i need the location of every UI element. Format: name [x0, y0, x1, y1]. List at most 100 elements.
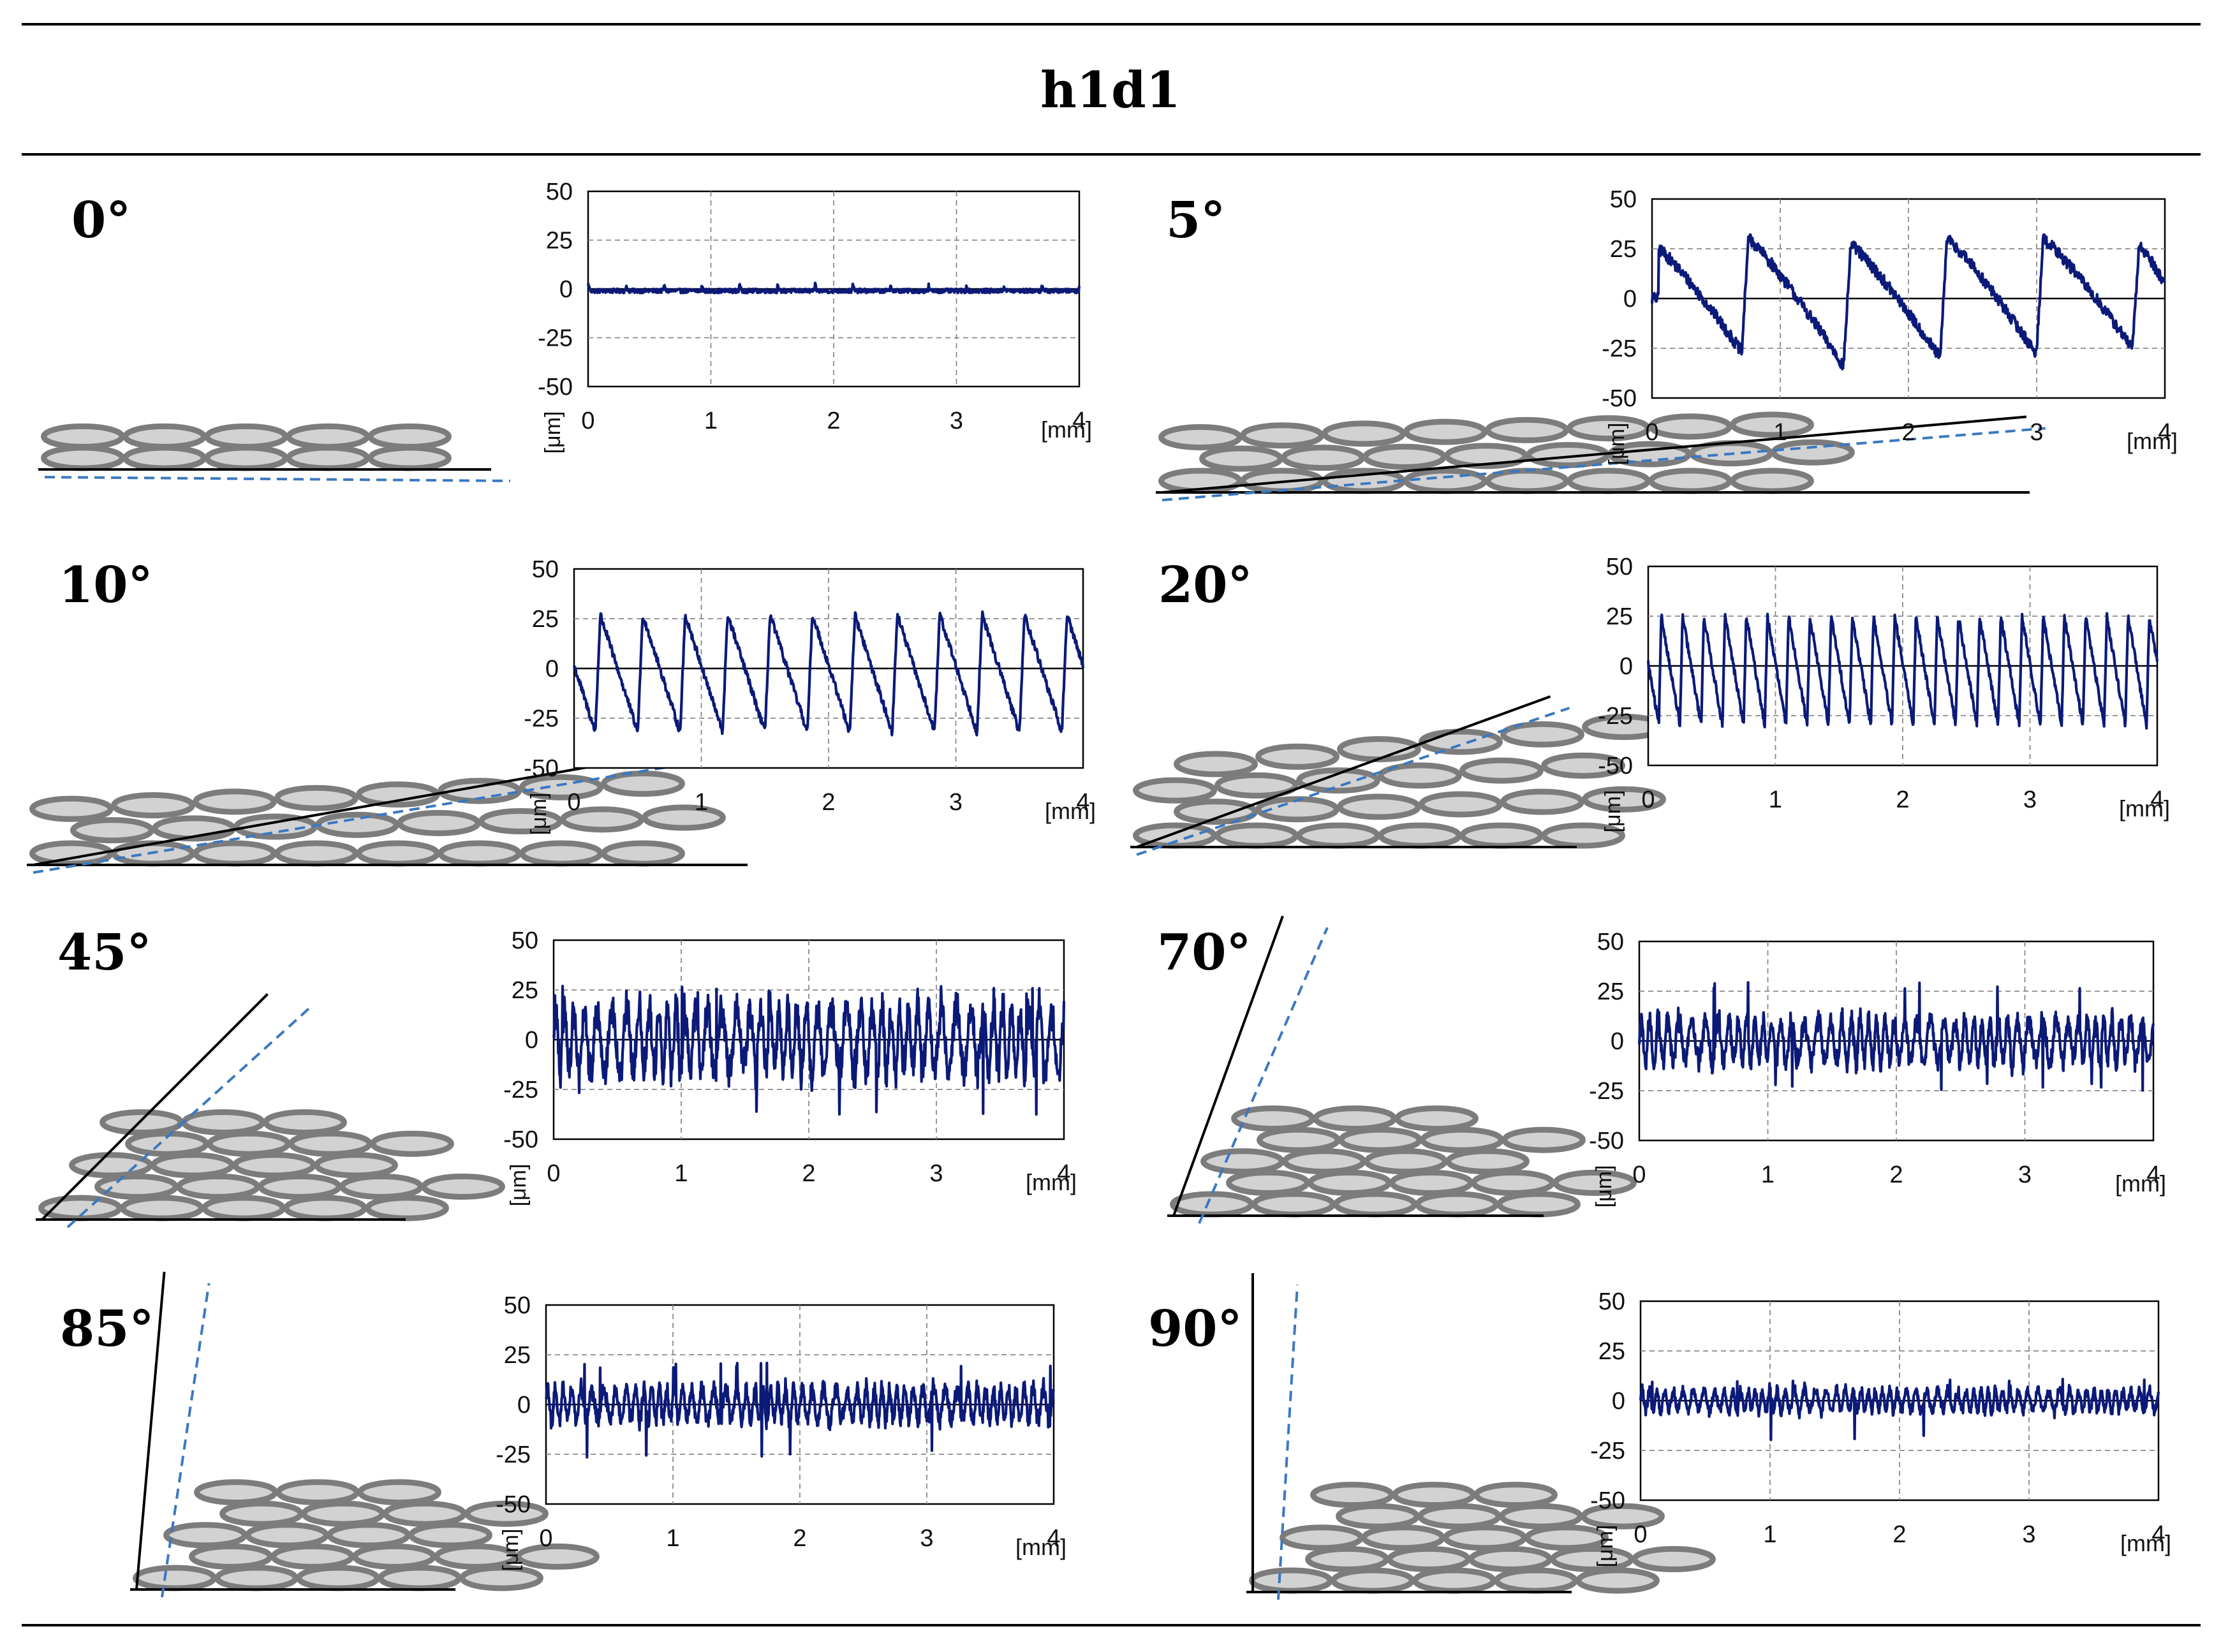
yarn-cross-section: [1200, 1148, 1285, 1175]
measurement-path-line: [44, 476, 511, 482]
yarn-cross-section: [286, 445, 370, 471]
panel-angle-label: 5°: [1166, 191, 1225, 249]
yarn-cross-section: [434, 1543, 518, 1570]
yarn-cross-section: [356, 840, 440, 867]
measurement-path-line: [1162, 427, 2046, 501]
y-tick-label: 0: [559, 276, 573, 303]
x-tick-label: 3: [950, 408, 963, 434]
x-tick-label: 2: [793, 1525, 806, 1552]
x-tick-label: 3: [2023, 786, 2037, 813]
y-tick-label: 25: [512, 977, 538, 1004]
yarn-cross-section: [1281, 445, 1365, 471]
y-tick-label: 50: [532, 556, 559, 583]
yarn-cross-section: [283, 1195, 367, 1221]
yarn-cross-section: [1567, 468, 1651, 494]
yarn-cross-section: [1541, 752, 1625, 779]
yarn-cross-section: [397, 809, 481, 836]
y-axis-unit-label: [μm]: [1605, 423, 1629, 466]
x-tick-label: 0: [547, 1160, 560, 1187]
y-tick-label: 0: [1620, 653, 1633, 680]
yarn-cross-section: [41, 445, 125, 471]
yarn-cross-section: [560, 806, 644, 833]
panel-5: 70° 50 25 0 -25 -50 0 1 2 3 4 [μm] [mm]: [1157, 915, 2166, 1224]
y-tick-label: 25: [1610, 236, 1637, 263]
yarn-cross-section: [1280, 1524, 1364, 1551]
yarn-cross-section: [1392, 1482, 1476, 1508]
x-tick-label: 2: [1893, 1521, 1906, 1548]
y-tick-label: 50: [1610, 186, 1637, 213]
yarn-cross-section: [1226, 1169, 1310, 1196]
yarn-cross-section: [301, 1500, 385, 1527]
yarn-cross-section: [100, 1109, 184, 1136]
x-tick-label: 1: [1773, 419, 1787, 446]
profile-series-line: [545, 1361, 1055, 1459]
y-axis-unit-label: [μm]: [1593, 1525, 1618, 1568]
yarn-cross-section: [1403, 418, 1487, 445]
yarn-cross-section: [202, 1195, 286, 1221]
yarn-cross-section: [421, 1173, 505, 1200]
yarn-cross-section: [296, 1565, 380, 1591]
yarn-cross-section: [383, 1500, 467, 1527]
yarn-cross-section: [1389, 1169, 1473, 1196]
x-tick-label: 2: [1901, 419, 1915, 446]
yarn-cross-section: [365, 1195, 449, 1221]
yarn-cross-section: [232, 1152, 316, 1179]
yarn-cross-section: [270, 1543, 355, 1570]
y-tick-label: 50: [1598, 1288, 1625, 1315]
x-tick-label: 3: [929, 1160, 943, 1187]
x-axis-unit-label: [mm]: [2127, 428, 2178, 454]
y-axis-unit-label: [μm]: [1601, 790, 1625, 833]
figure-title: h1d1: [1040, 61, 1181, 119]
yarn-cross-section: [478, 808, 563, 835]
y-tick-label: 25: [504, 1342, 531, 1369]
yarn-cross-section: [69, 1152, 153, 1179]
panel-0: 0° 50 25 0 -25 -50 0 1 2 3 4 [μm] [mm]: [38, 179, 1092, 482]
yarn-cross-section: [1526, 441, 1610, 468]
yarn-cross-section: [111, 792, 195, 819]
yarn-cross-section: [327, 1522, 411, 1549]
y-axis-unit-label: [μm]: [499, 1529, 523, 1572]
x-axis-unit-label: [mm]: [1015, 1534, 1066, 1560]
yarn-cross-section: [193, 788, 277, 815]
yarn-cross-section: [1550, 1545, 1634, 1572]
yarn-cross-section: [1459, 757, 1544, 784]
cutting-plane-line: [41, 993, 269, 1221]
yarn-cross-section: [276, 1479, 360, 1506]
x-tick-label: 3: [2018, 1162, 2032, 1188]
yarn-cross-section: [1468, 1545, 1553, 1572]
yarn-cross-section: [204, 445, 288, 471]
x-tick-label: 0: [567, 789, 580, 816]
x-axis-unit-label: [mm]: [2119, 795, 2170, 822]
x-axis-unit-label: [mm]: [1041, 417, 1092, 443]
yarn-cross-section: [1338, 1126, 1422, 1153]
yarn-cross-section: [1199, 445, 1283, 472]
yarn-cross-section: [193, 840, 277, 867]
yarn-cross-section: [1387, 1545, 1471, 1572]
y-tick-label: 50: [512, 927, 538, 954]
x-tick-label: 3: [2022, 1521, 2035, 1548]
yarn-cross-section: [1496, 1191, 1581, 1218]
yarn-cross-section: [1255, 743, 1339, 770]
yarn-cross-section: [1648, 468, 1732, 494]
y-tick-label: -25: [503, 1077, 538, 1103]
yarn-cross-section: [1419, 791, 1503, 818]
x-tick-label: 0: [539, 1525, 552, 1552]
yarn-cross-section: [1417, 1503, 1502, 1530]
yarn-cross-section: [367, 445, 452, 471]
profile-series-line: [1646, 612, 2159, 730]
yarn-cross-section: [214, 1565, 299, 1591]
panel-angle-label: 90°: [1148, 1300, 1243, 1358]
y-tick-label: -50: [1598, 753, 1633, 779]
plot-area: 50 25 0 -25 -50 0 1 2 3 4 [μm] [mm]: [503, 927, 1077, 1206]
y-tick-label: -50: [1590, 1487, 1625, 1514]
yarn-cross-section: [1730, 411, 1814, 438]
yarn-cross-section: [263, 1109, 347, 1136]
y-tick-label: 50: [1597, 929, 1624, 955]
x-tick-label: 1: [666, 1525, 679, 1552]
yarn-cross-section: [1240, 422, 1324, 449]
y-tick-label: -25: [1589, 1078, 1624, 1105]
cutting-plane-line: [1162, 415, 2026, 494]
yarn-cross-section: [1322, 420, 1406, 447]
yarn-cross-section: [189, 1543, 273, 1570]
